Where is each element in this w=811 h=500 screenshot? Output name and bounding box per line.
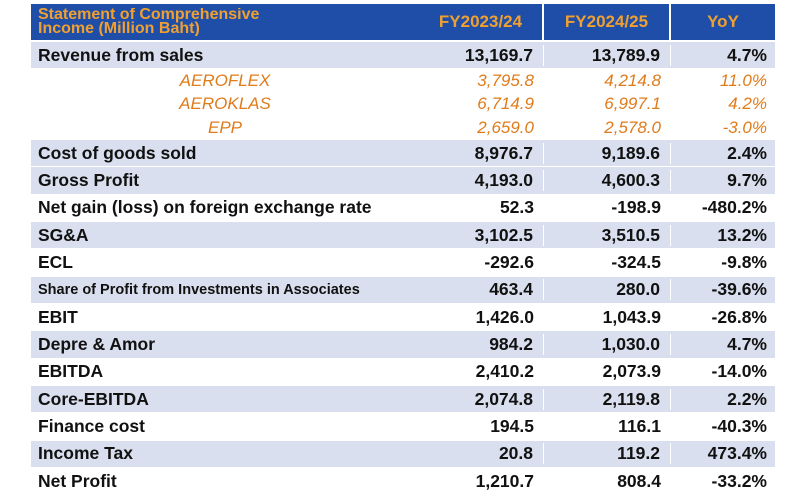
row-fy2023: 3,102.5	[419, 224, 544, 246]
row-label: Core-EBITDA	[38, 388, 149, 409]
row-yoy: -33.2%	[711, 470, 767, 491]
row-fy2023: 20.8	[419, 443, 544, 465]
row-yoy: -40.3%	[711, 415, 767, 436]
row-fy2023: -292.6	[484, 251, 534, 272]
row-fy2023: 984.2	[419, 333, 544, 355]
table-row: EPP 2,659.0 2,578.0 -3.0%	[31, 116, 775, 140]
row-yoy: 13.2%	[717, 224, 767, 245]
row-fy2023: 4,193.0	[419, 169, 544, 191]
table-row: Cost of goods sold 8,976.7 9,189.6 2.4%	[31, 139, 775, 168]
row-fy2024: 280.0	[544, 279, 671, 301]
table-row: ECL -292.6 -324.5 -9.8%	[31, 249, 775, 277]
row-yoy: 2.2%	[727, 388, 767, 409]
row-yoy: -9.8%	[721, 251, 767, 272]
row-fy2024: 3,510.5	[544, 224, 671, 246]
row-label: Share of Profit from Investments in Asso…	[38, 281, 360, 298]
table-title-line2: Income (Million Baht)	[38, 20, 200, 37]
row-label: AEROFLEX	[179, 70, 271, 90]
row-fy2024: 116.1	[618, 415, 661, 436]
table-row: Net gain (loss) on foreign exchange rate…	[31, 194, 775, 222]
row-yoy: -26.8%	[711, 306, 767, 327]
table-row: SG&A 3,102.5 3,510.5 13.2%	[31, 221, 775, 250]
table-row: Revenue from sales 13,169.7 13,789.9 4.7…	[31, 42, 775, 70]
row-fy2024: 1,030.0	[544, 333, 671, 355]
row-yoy: 2.4%	[727, 142, 767, 163]
table-title: Statement of Comprehensive Income (Milli…	[31, 8, 419, 36]
row-fy2023: 6,714.9	[477, 94, 534, 114]
row-label: Net Profit	[38, 470, 117, 491]
row-fy2023: 3,795.8	[477, 70, 534, 90]
table-row: Income Tax 20.8 119.2 473.4%	[31, 440, 775, 468]
row-yoy: 11.0%	[720, 70, 767, 90]
row-yoy: 4.7%	[727, 333, 767, 354]
row-fy2023: 2,410.2	[475, 361, 534, 382]
table-row: Core-EBITDA 2,074.8 2,119.8 2.2%	[31, 385, 775, 414]
table-row: Share of Profit from Investments in Asso…	[31, 276, 775, 304]
header-fy2023: FY2023/24	[419, 4, 544, 40]
row-label: EBIT	[38, 306, 78, 327]
table-row: AEROKLAS 6,714.9 6,997.1 4.2%	[31, 92, 775, 117]
row-label: Finance cost	[38, 415, 145, 436]
row-fy2024: 2,578.0	[604, 117, 661, 137]
table-row: Depre & Amor 984.2 1,030.0 4.7%	[31, 331, 775, 359]
table-header: Statement of Comprehensive Income (Milli…	[31, 4, 775, 42]
row-fy2023: 2,074.8	[419, 388, 544, 410]
row-yoy: 4.2%	[728, 94, 767, 114]
row-fy2023: 52.3	[499, 197, 534, 218]
row-fy2024: 4,214.8	[604, 70, 661, 90]
row-yoy: -39.6%	[711, 279, 767, 300]
row-fy2024: 6,997.1	[604, 94, 661, 114]
row-yoy: -3.0%	[722, 117, 767, 137]
income-statement-table: Statement of Comprehensive Income (Milli…	[31, 4, 775, 496]
row-fy2023: 13,169.7	[419, 44, 544, 66]
table-row: Finance cost 194.5 116.1 -40.3%	[31, 413, 775, 441]
row-fy2024: -324.5	[611, 251, 661, 272]
row-fy2024: 4,600.3	[544, 169, 671, 191]
row-fy2024: 1,043.9	[602, 306, 661, 327]
row-fy2024: 2,119.8	[544, 388, 671, 410]
row-fy2024: 808.4	[617, 470, 661, 491]
table-title-line1: Statement of Comprehensive	[38, 8, 260, 23]
table-row: Net Profit 1,210.7 808.4 -33.2%	[31, 467, 775, 496]
row-yoy: -480.2%	[701, 197, 767, 218]
row-fy2023: 1,210.7	[475, 470, 534, 491]
row-yoy: -14.0%	[711, 361, 767, 382]
row-label: Net gain (loss) on foreign exchange rate	[38, 197, 372, 218]
table-row: AEROFLEX 3,795.8 4,214.8 11.0%	[31, 69, 775, 93]
row-label: Income Tax	[38, 443, 133, 464]
row-fy2024: -198.9	[611, 197, 661, 218]
row-label: Revenue from sales	[38, 44, 204, 65]
row-label: Cost of goods sold	[38, 142, 197, 163]
row-yoy: 473.4%	[707, 443, 767, 464]
row-label: EBITDA	[38, 361, 104, 382]
row-fy2023: 463.4	[419, 279, 544, 301]
header-yoy: YoY	[707, 12, 739, 31]
table-row: Gross Profit 4,193.0 4,600.3 9.7%	[31, 167, 775, 195]
row-yoy: 9.7%	[727, 169, 767, 190]
row-label: Gross Profit	[38, 169, 140, 190]
row-fy2024: 13,789.9	[544, 44, 671, 66]
row-fy2023: 2,659.0	[477, 117, 534, 137]
row-fy2024: 119.2	[544, 443, 671, 465]
row-label: Depre & Amor	[38, 333, 156, 354]
row-yoy: 4.7%	[727, 44, 767, 65]
header-fy2024: FY2024/25	[544, 4, 671, 40]
row-fy2024: 2,073.9	[602, 361, 661, 382]
row-label: ECL	[38, 251, 73, 272]
row-fy2024: 9,189.6	[544, 142, 671, 164]
row-fy2023: 194.5	[490, 415, 534, 436]
row-label: AEROKLAS	[179, 94, 271, 114]
table-row: EBITDA 2,410.2 2,073.9 -14.0%	[31, 358, 775, 386]
row-label: EPP	[207, 117, 243, 137]
row-fy2023: 8,976.7	[419, 142, 544, 164]
row-fy2023: 1,426.0	[475, 306, 534, 327]
table-row: EBIT 1,426.0 1,043.9 -26.8%	[31, 303, 775, 332]
row-label: SG&A	[38, 224, 89, 245]
